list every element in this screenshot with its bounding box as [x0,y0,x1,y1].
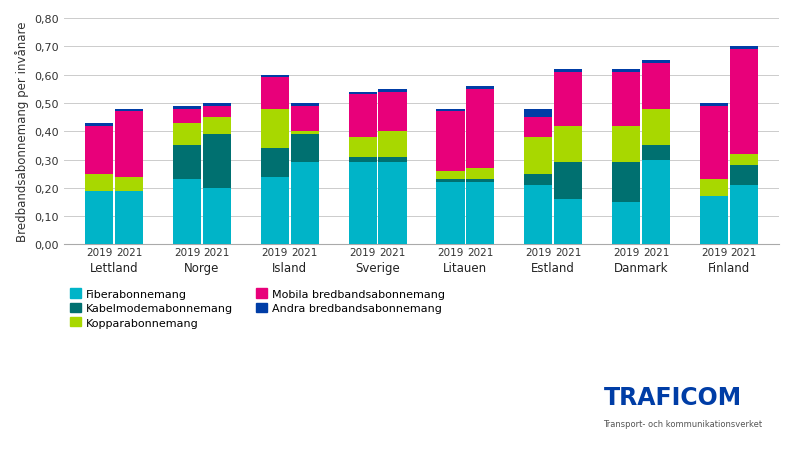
Bar [730,186,758,245]
Bar [349,163,376,245]
Bar [85,126,114,174]
Bar [260,149,289,177]
Bar [85,191,114,245]
Bar [524,118,553,137]
Bar [291,106,318,132]
Text: Danmark: Danmark [614,262,669,275]
Bar [642,61,670,64]
Bar [612,126,640,163]
Bar [291,163,318,245]
Bar [260,109,289,149]
Bar [524,186,553,245]
Bar [730,47,758,50]
Bar [524,137,553,174]
Bar [379,92,407,132]
Bar [466,87,495,90]
Bar [173,106,201,109]
Bar [700,106,728,180]
Bar [437,172,464,180]
Bar [115,109,143,112]
Bar [642,64,670,109]
Text: Estland: Estland [531,262,575,275]
Bar [291,135,318,163]
Bar [349,92,376,95]
Text: Norge: Norge [184,262,220,275]
Bar [612,202,640,245]
Bar [700,104,728,106]
Text: Transport- och kommunikationsverket: Transport- och kommunikationsverket [603,419,762,428]
Text: TRAFICOM: TRAFICOM [603,385,742,410]
Bar [612,73,640,126]
Bar [379,90,407,92]
Bar [730,50,758,155]
Bar [349,137,376,157]
Bar [173,109,201,123]
Bar [115,177,143,191]
Bar [379,157,407,163]
Bar [349,95,376,137]
Bar [730,166,758,186]
Bar [554,163,582,200]
Bar [202,135,231,188]
Bar [730,155,758,166]
Bar [291,104,318,106]
Bar [700,180,728,197]
Bar [466,183,495,245]
Bar [437,180,464,183]
Y-axis label: Bredbandsabonnemang per invånare: Bredbandsabonnemang per invånare [15,22,29,242]
Bar [642,160,670,245]
Bar [612,163,640,202]
Bar [642,109,670,146]
Bar [437,183,464,245]
Bar [612,70,640,73]
Bar [115,191,143,245]
Bar [260,76,289,78]
Bar [173,123,201,146]
Bar [554,126,582,163]
Bar [700,197,728,245]
Text: Finland: Finland [707,262,750,275]
Bar [466,169,495,180]
Bar [466,180,495,183]
Bar [379,132,407,157]
Bar [85,174,114,191]
Bar [202,118,231,135]
Bar [173,146,201,180]
Bar [173,180,201,245]
Text: Lettland: Lettland [90,262,138,275]
Bar [202,104,231,106]
Text: Sverige: Sverige [355,262,400,275]
Text: Litauen: Litauen [443,262,488,275]
Bar [554,200,582,245]
Bar [554,73,582,126]
Bar [202,188,231,245]
Bar [437,109,464,112]
Bar [642,146,670,160]
Bar [554,70,582,73]
Text: Island: Island [272,262,307,275]
Bar [291,132,318,135]
Bar [349,157,376,163]
Bar [524,174,553,186]
Bar [379,163,407,245]
Bar [524,109,553,118]
Bar [85,123,114,126]
Bar [437,112,464,172]
Bar [466,90,495,169]
Bar [260,177,289,245]
Bar [260,78,289,109]
Bar [115,112,143,177]
Legend: Fiberabonnemang, Kabelmodemabonnemang, Kopparabonnemang, Mobila bredbandsabonnem: Fiberabonnemang, Kabelmodemabonnemang, K… [70,289,445,328]
Bar [202,106,231,118]
